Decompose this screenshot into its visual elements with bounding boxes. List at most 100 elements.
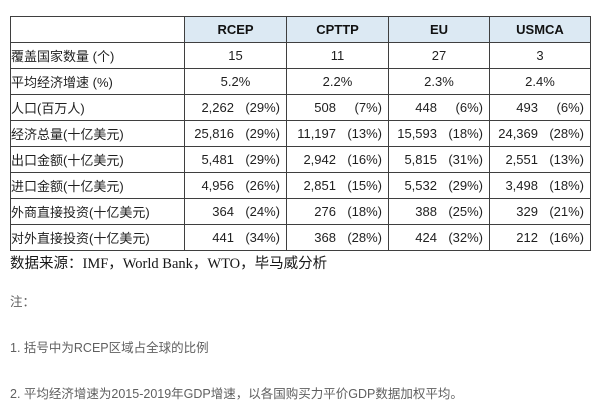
value-cell: 2,851 (15%) — [286, 172, 389, 199]
metric-label: 经济总量(十亿美元) — [10, 120, 185, 147]
value-share: (6%) — [556, 100, 584, 115]
value-number: 329 — [516, 204, 538, 219]
value-cell: 5,532 (29%) — [388, 172, 490, 199]
table-header-row: RCEP CPTTP EU USMCA — [10, 16, 591, 43]
data-source-line: 数据来源：IMF，World Bank，WTO，毕马威分析 — [10, 256, 328, 272]
value-number: 2,851 — [303, 178, 336, 193]
metric-label: 人口(百万人) — [10, 94, 185, 121]
value-number: 212 — [516, 230, 538, 245]
value-cell: 424 (32%) — [388, 224, 490, 251]
value-share: (28%) — [347, 230, 382, 245]
metric-label: 对外直接投资(十亿美元) — [10, 224, 185, 251]
value-cell: 3 — [489, 42, 591, 69]
column-header-cpttp: CPTTP — [286, 16, 389, 43]
value-cell: 2.2% — [286, 68, 389, 95]
value-share: (34%) — [245, 230, 280, 245]
value-cell: 329 (21%) — [489, 198, 591, 225]
value-share: (16%) — [549, 230, 584, 245]
column-header-eu: EU — [388, 16, 490, 43]
value-cell: 2.3% — [388, 68, 490, 95]
table-row-fdi-inward: 外商直接投资(十亿美元) 364 (24%) 276 (18%) 388 (25%) … — [10, 198, 591, 225]
value-share: (28%) — [549, 126, 584, 141]
value-number: 2,942 — [303, 152, 336, 167]
value-cell: 11,197 (13%) — [286, 120, 389, 147]
value-number: 4,956 — [201, 178, 234, 193]
table-row-fdi-outward: 对外直接投资(十亿美元) 441 (34%) 368 (28%) 424 (32%) … — [10, 224, 591, 251]
value-share: (18%) — [448, 126, 483, 141]
value-cell: 2,942 (16%) — [286, 146, 389, 173]
value-share: (25%) — [448, 204, 483, 219]
value-share: (29%) — [245, 100, 280, 115]
value-number: 3,498 — [505, 178, 538, 193]
value-cell: 5,481 (29%) — [184, 146, 287, 173]
value-number: 493 — [516, 100, 538, 115]
value-number: 448 — [415, 100, 437, 115]
value-number: 441 — [212, 230, 234, 245]
value-number: 2,551 — [505, 152, 538, 167]
metric-label: 出口金额(十亿美元) — [10, 146, 185, 173]
column-header-rcep: RCEP — [184, 16, 287, 43]
value-cell: 2,551 (13%) — [489, 146, 591, 173]
table-row-avg-growth: 平均经济增速 (%) 5.2% 2.2% 2.3% 2.4% — [10, 68, 591, 95]
metric-label: 覆盖国家数量 (个) — [10, 42, 185, 69]
value-cell: 4,956 (26%) — [184, 172, 287, 199]
table-row-exports: 出口金额(十亿美元) 5,481 (29%) 2,942 (16%) 5,815 (3… — [10, 146, 591, 173]
value-cell: 2,262 (29%) — [184, 94, 287, 121]
metric-label: 平均经济增速 (%) — [10, 68, 185, 95]
table-row-country-count: 覆盖国家数量 (个) 15 11 27 3 — [10, 42, 591, 69]
note-item-2: 2. 平均经济增速为2015-2019年GDP增速，以各国购买力平价GDP数据加… — [10, 387, 463, 401]
value-share: (29%) — [245, 152, 280, 167]
metric-label: 外商直接投资(十亿美元) — [10, 198, 185, 225]
value-number: 508 — [314, 100, 336, 115]
value-number: 5,481 — [201, 152, 234, 167]
value-share: (16%) — [347, 152, 382, 167]
metric-label: 进口金额(十亿美元) — [10, 172, 185, 199]
value-cell: 364 (24%) — [184, 198, 287, 225]
value-cell: 11 — [286, 42, 389, 69]
value-cell: 3,498 (18%) — [489, 172, 591, 199]
value-share: (18%) — [549, 178, 584, 193]
value-cell: 27 — [388, 42, 490, 69]
value-share: (29%) — [245, 126, 280, 141]
value-cell: 276 (18%) — [286, 198, 389, 225]
value-number: 15,593 — [397, 126, 437, 141]
value-cell: 2.4% — [489, 68, 591, 95]
value-share: (29%) — [448, 178, 483, 193]
value-cell: 25,816 (29%) — [184, 120, 287, 147]
value-share: (26%) — [245, 178, 280, 193]
trade-bloc-comparison-table: RCEP CPTTP EU USMCA 覆盖国家数量 (个) 15 11 27 … — [10, 16, 591, 251]
table-row-imports: 进口金额(十亿美元) 4,956 (26%) 2,851 (15%) 5,532 (2… — [10, 172, 591, 199]
table-row-gdp: 经济总量(十亿美元) 25,816 (29%) 11,197 (13%) 15,59… — [10, 120, 591, 147]
value-number: 24,369 — [498, 126, 538, 141]
table-row-population: 人口(百万人) 2,262 (29%) 508 (7%) 448 (6%) 493 (6… — [10, 94, 591, 121]
value-share: (24%) — [245, 204, 280, 219]
value-number: 368 — [314, 230, 336, 245]
value-cell: 5.2% — [184, 68, 287, 95]
value-number: 11,197 — [297, 126, 336, 141]
value-cell: 493 (6%) — [489, 94, 591, 121]
value-cell: 448 (6%) — [388, 94, 490, 121]
value-share: (18%) — [347, 204, 382, 219]
column-header-usmca: USMCA — [489, 16, 591, 43]
value-share: (13%) — [549, 152, 584, 167]
value-cell: 388 (25%) — [388, 198, 490, 225]
value-cell: 368 (28%) — [286, 224, 389, 251]
value-share: (7%) — [354, 100, 382, 115]
value-number: 25,816 — [194, 126, 234, 141]
corner-cell — [10, 16, 185, 43]
note-item-1: 1. 括号中为RCEP区域占全球的比例 — [10, 341, 209, 355]
value-number: 424 — [415, 230, 437, 245]
value-cell: 441 (34%) — [184, 224, 287, 251]
value-number: 364 — [212, 204, 234, 219]
value-cell: 15,593 (18%) — [388, 120, 490, 147]
value-number: 2,262 — [201, 100, 234, 115]
value-number: 5,532 — [404, 178, 437, 193]
value-share: (32%) — [448, 230, 483, 245]
value-cell: 508 (7%) — [286, 94, 389, 121]
value-share: (31%) — [448, 152, 483, 167]
value-share: (13%) — [347, 126, 382, 141]
value-cell: 212 (16%) — [489, 224, 591, 251]
value-share: (21%) — [549, 204, 584, 219]
notes-heading: 注： — [10, 295, 36, 309]
